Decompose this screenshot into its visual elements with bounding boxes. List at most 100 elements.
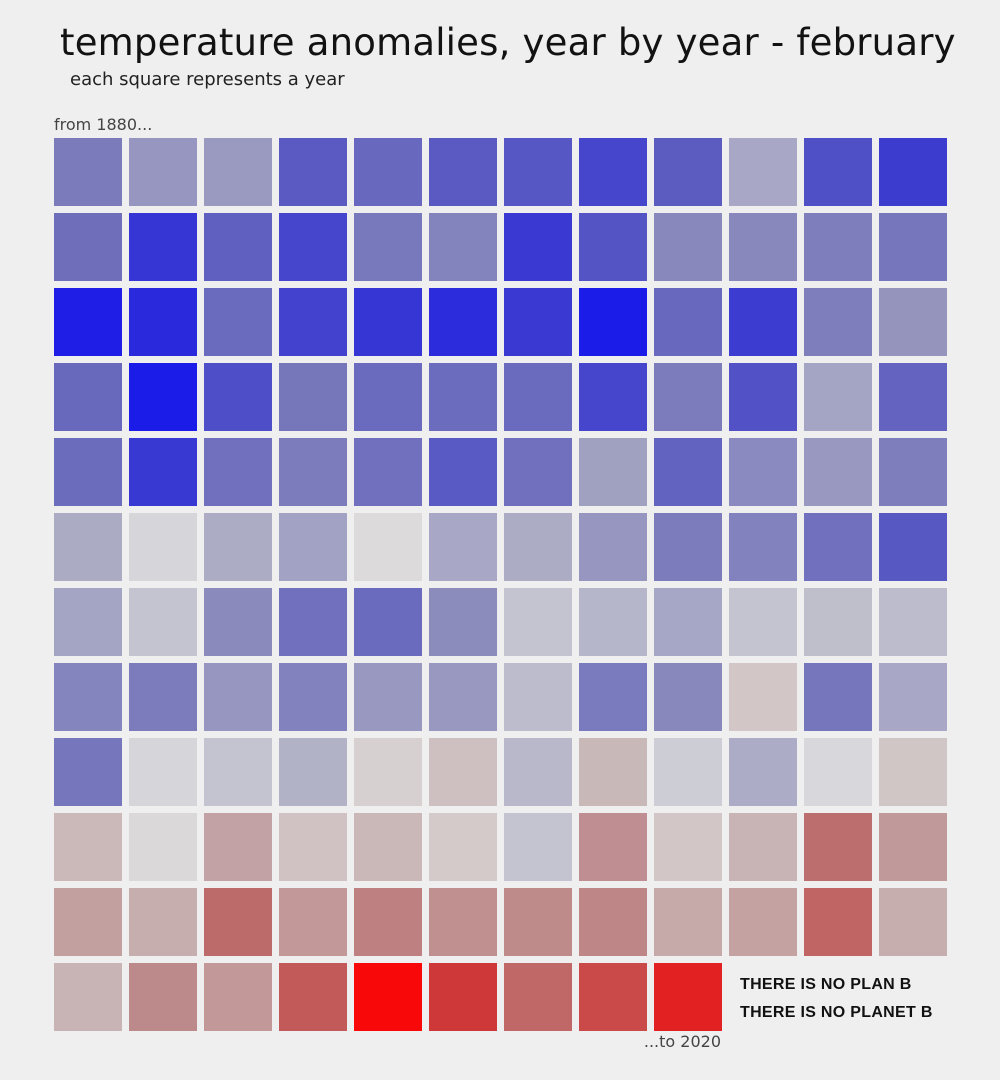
year-square: [129, 663, 197, 731]
year-square: [429, 963, 497, 1031]
year-square: [804, 513, 872, 581]
year-square: [429, 138, 497, 206]
year-square: [654, 513, 722, 581]
year-square: [729, 438, 797, 506]
year-square: [879, 513, 947, 581]
year-square: [129, 738, 197, 806]
year-square: [579, 438, 647, 506]
year-square: [54, 513, 122, 581]
year-square: [804, 888, 872, 956]
year-square: [729, 213, 797, 281]
year-square: [879, 438, 947, 506]
year-square: [879, 363, 947, 431]
year-square: [654, 963, 722, 1031]
year-square: [129, 438, 197, 506]
year-square: [804, 288, 872, 356]
year-square: [279, 813, 347, 881]
year-square: [504, 213, 572, 281]
year-square: [129, 513, 197, 581]
year-square: [429, 213, 497, 281]
year-square: [804, 738, 872, 806]
year-square: [654, 438, 722, 506]
year-square: [429, 513, 497, 581]
year-square: [804, 588, 872, 656]
year-square: [279, 663, 347, 731]
year-square: [129, 363, 197, 431]
year-square: [54, 663, 122, 731]
year-square: [504, 813, 572, 881]
year-square: [504, 288, 572, 356]
year-square: [129, 138, 197, 206]
year-square: [54, 288, 122, 356]
year-square: [729, 138, 797, 206]
year-square: [579, 138, 647, 206]
year-square: [804, 363, 872, 431]
year-square: [54, 813, 122, 881]
year-square: [729, 738, 797, 806]
year-square: [579, 288, 647, 356]
year-square: [204, 588, 272, 656]
year-square: [879, 663, 947, 731]
year-square: [354, 963, 422, 1031]
year-square: [729, 588, 797, 656]
year-square: [504, 513, 572, 581]
year-square: [654, 813, 722, 881]
year-square: [579, 213, 647, 281]
year-square: [804, 663, 872, 731]
year-square: [204, 963, 272, 1031]
year-square: [729, 288, 797, 356]
year-square: [804, 138, 872, 206]
year-square: [504, 888, 572, 956]
year-square: [804, 213, 872, 281]
year-square: [204, 813, 272, 881]
end-year-label: ...to 2020: [643, 1032, 721, 1051]
year-square: [429, 363, 497, 431]
year-square: [354, 288, 422, 356]
year-square: [54, 213, 122, 281]
year-square: [879, 213, 947, 281]
chart-title: temperature anomalies, year by year - fe…: [60, 21, 956, 64]
year-square: [879, 738, 947, 806]
year-square: [54, 963, 122, 1031]
year-square: [579, 588, 647, 656]
year-square: [804, 813, 872, 881]
year-square: [879, 138, 947, 206]
start-year-label: from 1880...: [54, 115, 153, 134]
year-square: [54, 888, 122, 956]
year-square: [354, 888, 422, 956]
year-square: [579, 663, 647, 731]
year-square: [129, 888, 197, 956]
year-square: [579, 888, 647, 956]
year-square: [54, 588, 122, 656]
year-square: [654, 138, 722, 206]
year-square: [129, 288, 197, 356]
year-square: [129, 963, 197, 1031]
year-square: [654, 663, 722, 731]
year-square: [204, 513, 272, 581]
year-square: [879, 813, 947, 881]
year-square: [354, 663, 422, 731]
year-square: [429, 588, 497, 656]
year-square: [429, 888, 497, 956]
year-square: [504, 738, 572, 806]
year-square: [729, 513, 797, 581]
year-square: [504, 438, 572, 506]
year-square: [654, 588, 722, 656]
year-square: [504, 963, 572, 1031]
year-square: [354, 363, 422, 431]
year-square: [54, 138, 122, 206]
year-square: [354, 588, 422, 656]
year-square: [504, 138, 572, 206]
year-square: [354, 513, 422, 581]
year-square: [279, 513, 347, 581]
year-square: [654, 363, 722, 431]
year-square: [729, 363, 797, 431]
year-square: [429, 738, 497, 806]
year-square: [279, 438, 347, 506]
year-square: [429, 288, 497, 356]
year-square: [354, 738, 422, 806]
year-square: [204, 288, 272, 356]
year-square: [879, 888, 947, 956]
year-square: [654, 213, 722, 281]
